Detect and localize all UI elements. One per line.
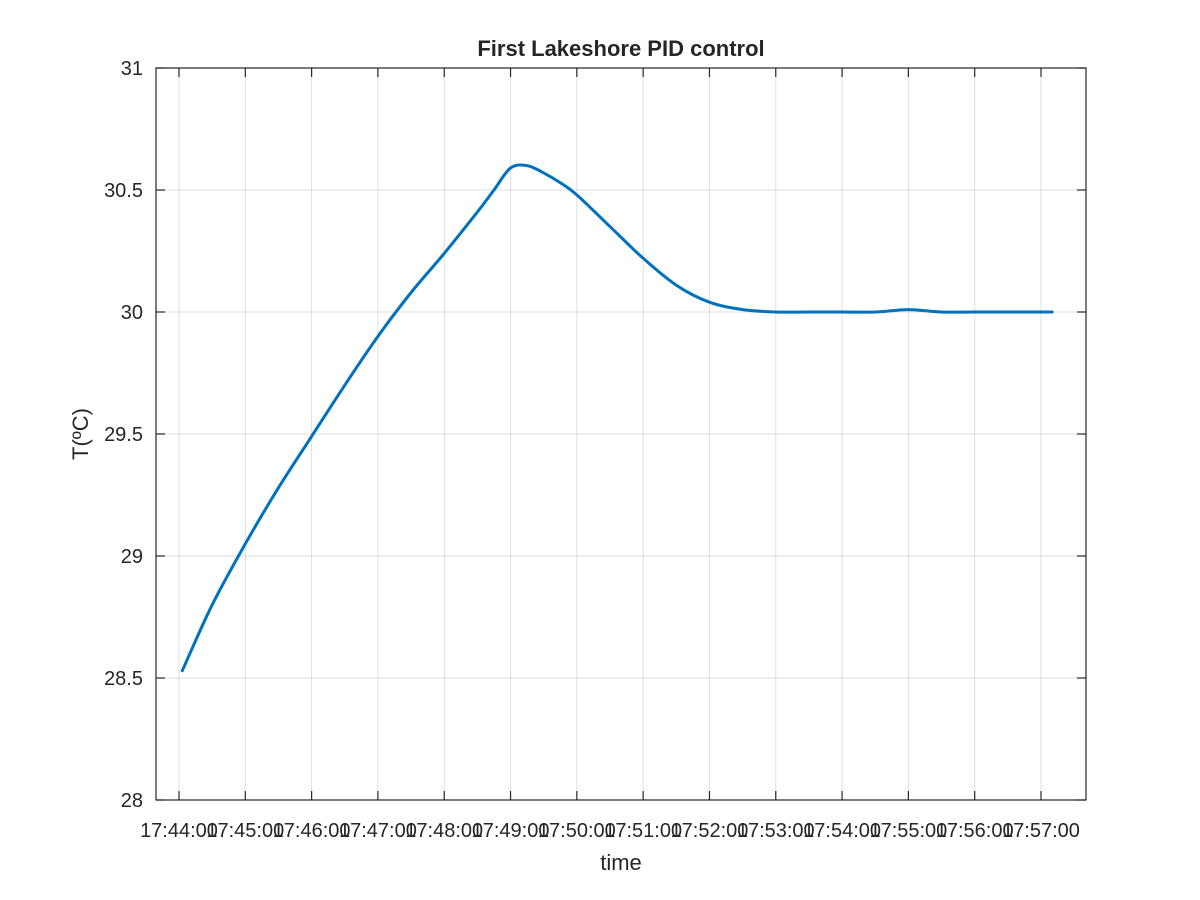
y-tick-label: 28 (121, 790, 143, 812)
tick-marks (156, 67, 1086, 801)
y-tick-label: 30.5 (104, 180, 143, 202)
x-tick-label: 17:55:00 (869, 820, 947, 842)
x-tick-label: 17:47:00 (339, 820, 417, 842)
x-tick-label: 17:53:00 (737, 820, 815, 842)
x-tick-label: 17:49:00 (472, 820, 550, 842)
temperature-series-line (180, 163, 1054, 673)
x-tick-labels: 17:44:0017:45:0017:46:0017:47:0017:48:00… (140, 820, 1080, 842)
x-tick-label: 17:54:00 (803, 820, 881, 842)
y-tick-labels: 28 28.5 29 29.5 30 30.5 31 (104, 58, 143, 812)
y-tick-label: 30 (121, 302, 143, 324)
series-layer (180, 163, 1054, 673)
x-tick-label: 17:56:00 (936, 820, 1014, 842)
chart-title: First Lakeshore PID control (477, 36, 764, 61)
x-tick-label: 17:50:00 (538, 820, 616, 842)
plot-area (156, 68, 1086, 800)
x-axis-label: time (600, 850, 642, 875)
y-axis-label: T(ºC) (68, 408, 93, 460)
x-tick-label: 17:51:00 (604, 820, 682, 842)
x-tick-label: 17:45:00 (206, 820, 284, 842)
y-tick-label: 29 (121, 546, 143, 568)
y-tick-label: 28.5 (104, 668, 143, 690)
x-tick-label: 17:44:00 (140, 820, 218, 842)
x-tick-label: 17:48:00 (405, 820, 483, 842)
x-tick-label: 17:46:00 (273, 820, 351, 842)
x-tick-label: 17:57:00 (1002, 820, 1080, 842)
y-tick-label: 29.5 (104, 424, 143, 446)
x-tick-label: 17:52:00 (671, 820, 749, 842)
y-tick-label: 31 (121, 58, 143, 80)
